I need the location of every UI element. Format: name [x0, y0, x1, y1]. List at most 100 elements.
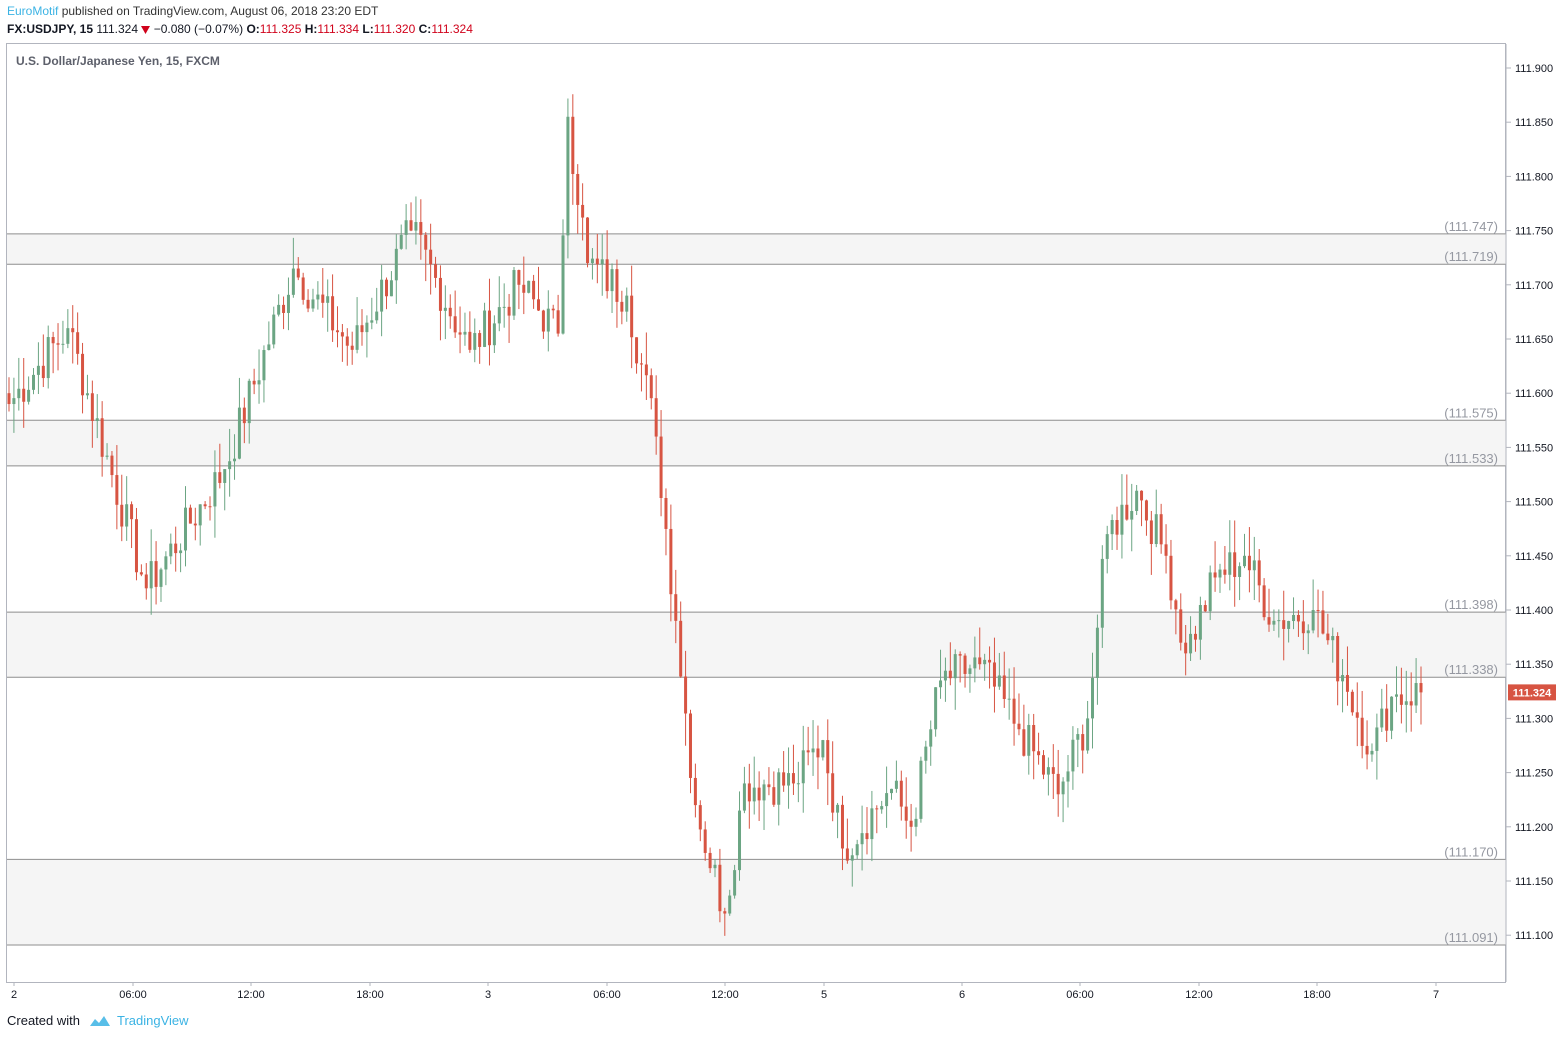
candle: [316, 281, 320, 310]
candle: [483, 302, 487, 348]
candle: [1282, 590, 1286, 661]
candle: [885, 766, 889, 828]
candle: [939, 649, 943, 699]
candle: [948, 642, 952, 686]
level-label-2: (111.575): [1444, 405, 1498, 420]
candle: [1144, 499, 1148, 536]
candle: [988, 646, 992, 689]
candle: [208, 496, 212, 521]
level-label-7: (111.091): [1444, 930, 1498, 945]
author-link[interactable]: EuroMotif: [7, 4, 59, 18]
zone-band-0: [7, 233, 1506, 265]
candle: [233, 434, 237, 480]
symbol-name: FX:USDJPY, 15: [7, 22, 94, 36]
candle: [1336, 632, 1340, 706]
candle: [56, 323, 60, 371]
candle: [1306, 624, 1310, 655]
candle: [100, 401, 104, 477]
candle: [90, 380, 94, 448]
candle: [777, 768, 781, 826]
candle: [17, 357, 21, 411]
candle: [909, 803, 913, 852]
candle: [821, 739, 825, 761]
candle: [571, 94, 575, 205]
candle: [733, 864, 737, 899]
candle: [1326, 613, 1330, 645]
candle: [1189, 616, 1193, 661]
candle: [12, 377, 16, 433]
candle: [1311, 579, 1315, 634]
candle: [517, 269, 521, 310]
candle: [782, 751, 786, 792]
candle: [1238, 562, 1242, 601]
candle: [252, 368, 256, 395]
candle: [845, 818, 849, 864]
candle: [120, 474, 124, 542]
candle: [1409, 672, 1413, 732]
candle: [228, 428, 232, 497]
candle: [1022, 704, 1026, 757]
candle: [546, 290, 550, 352]
price-tick-label: 111.900: [1515, 63, 1553, 75]
candle: [159, 567, 163, 602]
candle: [350, 331, 354, 365]
tradingview-logo-icon: [89, 1015, 110, 1026]
time-tick-label: 06:00: [119, 989, 147, 1001]
candle: [1390, 696, 1394, 740]
zone-band-1: [7, 420, 1506, 466]
candle: [688, 709, 692, 794]
candle: [1233, 520, 1237, 607]
candle: [1017, 693, 1021, 736]
candle: [419, 199, 423, 260]
candle: [787, 747, 791, 809]
time-tick-label: 06:00: [1066, 989, 1094, 1001]
candle: [1365, 720, 1369, 770]
tradingview-brand-link[interactable]: TradingView: [116, 1013, 189, 1028]
candle: [1125, 474, 1129, 521]
high-label: H:: [304, 22, 318, 36]
candle: [311, 288, 315, 312]
candle: [198, 504, 202, 546]
candle: [1404, 670, 1408, 733]
candle: [1130, 483, 1134, 552]
price-tick-label: 111.450: [1515, 551, 1553, 563]
candle: [1105, 525, 1109, 574]
last-price-box: [1508, 684, 1556, 701]
candle: [865, 807, 869, 855]
candle: [174, 526, 178, 572]
candle: [630, 265, 634, 369]
candle: [257, 349, 261, 404]
candle: [1081, 724, 1085, 774]
candle: [188, 504, 192, 524]
candle: [723, 907, 727, 936]
candle: [1164, 524, 1168, 574]
candle: [429, 223, 433, 295]
price-tick-label: 111.600: [1515, 388, 1553, 400]
candle: [747, 763, 751, 829]
candle: [345, 328, 349, 366]
candle: [1355, 682, 1359, 747]
candle: [193, 507, 197, 541]
candle: [32, 368, 36, 395]
zone-bands: [7, 233, 1506, 945]
candle: [267, 321, 271, 351]
publish-info: EuroMotif published on TradingView.com, …: [7, 4, 378, 18]
candle: [203, 501, 207, 510]
candle: [649, 368, 653, 410]
candle: [669, 504, 673, 622]
candle: [507, 293, 511, 343]
candle: [1140, 490, 1144, 527]
candle: [914, 807, 918, 837]
candle: [512, 266, 516, 320]
candle: [41, 334, 45, 388]
candle: [836, 802, 840, 839]
candle: [924, 740, 928, 774]
candle: [1208, 565, 1212, 621]
candle: [767, 767, 771, 796]
candle: [713, 859, 717, 878]
zone-band-2: [7, 612, 1506, 678]
candle: [968, 664, 972, 693]
zone-band-3: [7, 859, 1506, 945]
candle: [389, 271, 393, 297]
